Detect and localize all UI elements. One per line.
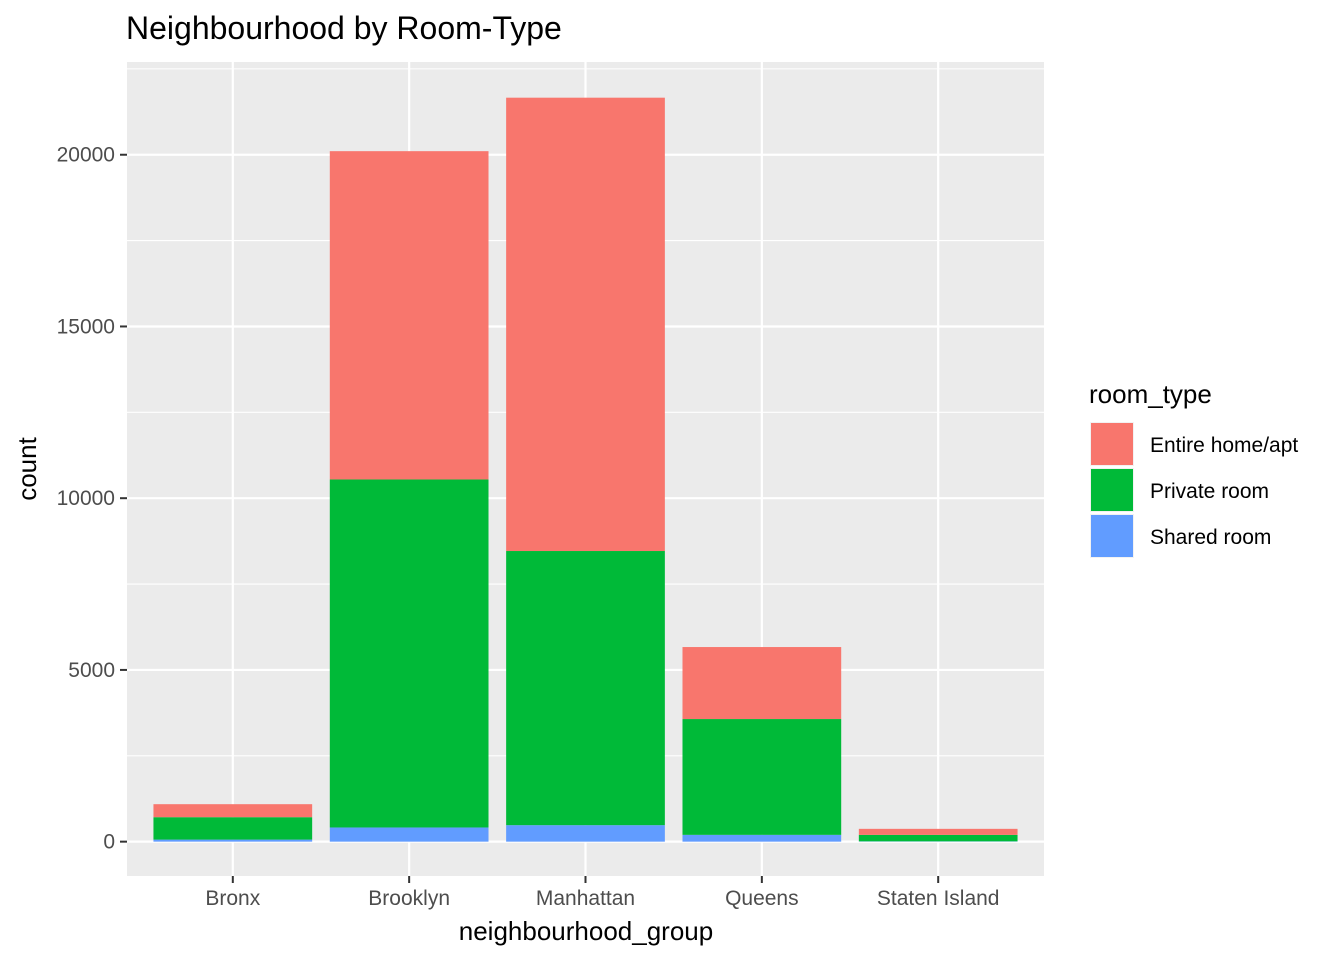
legend-label: Private room xyxy=(1150,480,1269,503)
legend: room_type Entire home/apt Private room Sha… xyxy=(1089,379,1298,558)
legend-swatch xyxy=(1091,423,1133,465)
x-tick-label: Staten Island xyxy=(877,887,1000,910)
y-axis: 0 5000 10000 15000 20000 xyxy=(57,144,127,854)
bar-brooklyn-entire-home-apt xyxy=(329,151,489,480)
x-tick-label: Manhattan xyxy=(536,887,635,910)
bar-brooklyn-shared-room xyxy=(329,827,489,842)
x-tick-label: Queens xyxy=(725,887,799,910)
bar-manhattan-private-room xyxy=(506,551,665,826)
x-axis: Bronx Brooklyn Manhattan Queens Staten Islan… xyxy=(205,876,999,910)
bar-bronx-shared-room xyxy=(153,839,313,842)
bar-brooklyn-private-room xyxy=(329,479,489,828)
bar-queens-entire-home-apt xyxy=(682,647,842,720)
bar-manhattan-entire-home-apt xyxy=(506,97,665,552)
legend-label: Shared room xyxy=(1150,526,1271,549)
x-axis-title: neighbourhood_group xyxy=(459,916,713,946)
bar-bronx-entire-home-apt xyxy=(153,804,313,818)
x-tick-label: Bronx xyxy=(205,887,260,910)
y-tick-label: 0 xyxy=(103,831,115,854)
bar-staten-island-private-room xyxy=(858,834,1018,842)
legend-swatch xyxy=(1091,469,1133,511)
x-tick-label: Brooklyn xyxy=(368,887,450,910)
bars xyxy=(153,97,1018,842)
y-tick-label: 5000 xyxy=(68,659,115,682)
legend-swatch xyxy=(1091,515,1133,557)
bar-bronx-private-room xyxy=(153,817,313,840)
y-tick-label: 15000 xyxy=(57,315,115,338)
y-tick-label: 10000 xyxy=(57,487,115,510)
y-tick-label: 20000 xyxy=(57,144,115,167)
chart-title: Neighbourhood by Room-Type xyxy=(126,10,562,46)
bar-queens-private-room xyxy=(682,719,842,835)
bar-manhattan-shared-room xyxy=(506,825,665,842)
legend-label: Entire home/apt xyxy=(1150,434,1298,457)
legend-title: room_type xyxy=(1089,379,1212,409)
bar-staten-island-entire-home-apt xyxy=(858,828,1018,835)
bar-queens-shared-room xyxy=(682,834,842,842)
y-axis-title: count xyxy=(12,436,42,500)
